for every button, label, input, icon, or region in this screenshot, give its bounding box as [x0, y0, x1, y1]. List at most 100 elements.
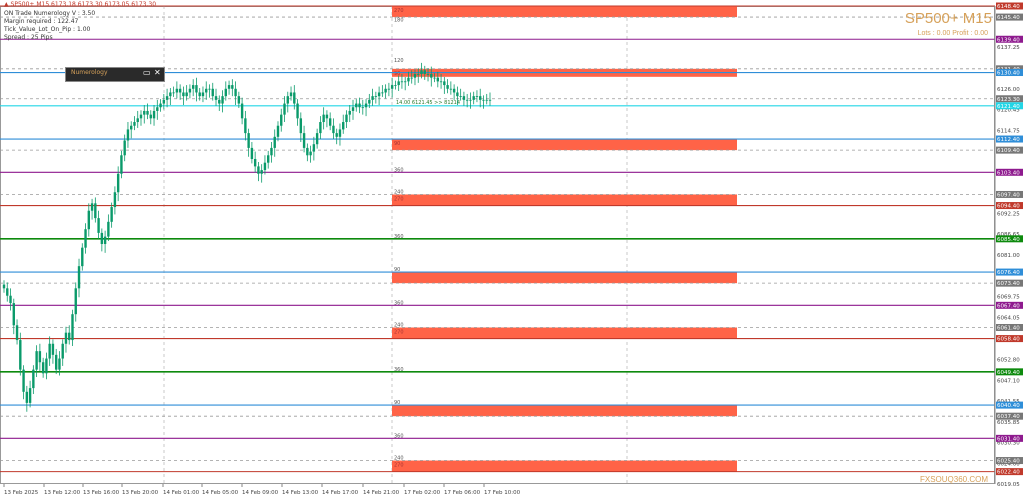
- price-level-tag: [996, 190, 1023, 198]
- candle-body: [309, 151, 312, 156]
- candle-body: [322, 114, 325, 123]
- price-level-tag: [996, 412, 1023, 420]
- candle-body: [227, 85, 231, 89]
- price-level-tag-label: 6058.40: [997, 337, 1020, 343]
- price-tick-label: 6064.05: [997, 316, 1020, 322]
- numerology-zone: [392, 327, 737, 339]
- candle-body: [374, 96, 378, 97]
- price-level-tag-label: 6061.40: [997, 325, 1020, 331]
- restore-icon[interactable]: ▭: [143, 68, 151, 77]
- candle-body: [452, 88, 456, 93]
- numerology-zone: [392, 139, 737, 151]
- candle-body: [475, 96, 479, 97]
- degree-label: 240: [394, 322, 404, 328]
- candle-body: [71, 314, 74, 341]
- candle-body: [400, 81, 404, 83]
- candle-body: [485, 99, 488, 101]
- price-level-tag: [996, 279, 1023, 287]
- time-tick-label: 17 Feb 10:00: [484, 490, 521, 496]
- price-level-tag: [996, 301, 1023, 309]
- degree-label: 180: [394, 17, 404, 23]
- candle-body: [348, 110, 351, 115]
- price-level-tag: [996, 268, 1023, 276]
- candle-body: [48, 343, 51, 359]
- candle-body: [35, 351, 38, 370]
- lots-profit: Lots : 0.00 Profit : 0.00: [917, 30, 988, 37]
- price-level-tag-label: 6049.40: [997, 370, 1020, 376]
- candle-body: [263, 162, 267, 171]
- candle-body: [143, 110, 146, 115]
- time-tick-label: 13 Feb 16:00: [83, 490, 120, 496]
- candle-body: [136, 118, 139, 123]
- candle-body: [299, 118, 303, 134]
- candle-body: [247, 133, 250, 148]
- candle-body: [133, 122, 136, 126]
- numerology-zone: [392, 405, 737, 417]
- candle-body: [195, 85, 198, 93]
- indicator-version-line: ON Trade Numerology V : 3.50: [4, 10, 96, 17]
- candle-body: [234, 88, 237, 97]
- candle-body: [410, 77, 413, 79]
- candle-body: [185, 92, 188, 97]
- candle-body: [165, 96, 169, 100]
- price-tick-label: 6114.75: [997, 128, 1020, 134]
- candle-body: [6, 288, 9, 296]
- candle-body: [436, 77, 440, 82]
- candle-body: [394, 85, 397, 86]
- candle-body: [61, 343, 64, 359]
- price-level-tag-label: 6076.40: [997, 270, 1020, 276]
- candle-body: [169, 92, 172, 97]
- candle-body: [351, 107, 355, 111]
- candle-body: [296, 103, 299, 119]
- candle-body: [358, 103, 361, 108]
- zone-label: 270: [394, 463, 404, 469]
- candle-body: [214, 96, 218, 100]
- candle-body: [482, 99, 485, 101]
- candle-body: [289, 92, 293, 97]
- price-level-tag-label: 6130.40: [997, 71, 1020, 77]
- candle-body: [68, 332, 71, 341]
- close-icon[interactable]: ✕: [154, 68, 161, 77]
- price-level-tag-label: 6121.40: [997, 104, 1020, 110]
- candle-body: [257, 166, 260, 174]
- price-tick-label: 6092.25: [997, 211, 1020, 217]
- price-level-tag: [996, 135, 1023, 143]
- price-tick-label: 6035.85: [997, 420, 1020, 426]
- price-tick-label: 6052.80: [997, 357, 1020, 363]
- candle-body: [267, 155, 270, 163]
- candle-body: [51, 343, 55, 355]
- candle-body: [325, 114, 329, 119]
- candle-body: [149, 114, 152, 119]
- candle-body: [253, 158, 257, 167]
- candle-body: [240, 103, 244, 119]
- candle-body: [74, 288, 77, 315]
- price-level-tag: [996, 368, 1023, 376]
- candle-body: [116, 173, 120, 193]
- price-level-tag-label: 6031.40: [997, 436, 1020, 442]
- price-tick-label: 6030.30: [997, 440, 1020, 446]
- symbol-title: SP500+ M15: [904, 10, 992, 27]
- price-level-tag: [996, 65, 1023, 73]
- price-level-tag: [996, 95, 1023, 103]
- price-level-tag: [996, 102, 1023, 110]
- time-tick-label: 14 Feb 17:00: [322, 490, 359, 496]
- numerology-zone: [392, 460, 737, 472]
- candle-body: [77, 266, 81, 289]
- candle-body: [283, 103, 286, 115]
- candle-body: [479, 96, 482, 100]
- candle-body: [345, 114, 348, 123]
- time-tick-label: 17 Feb 06:00: [444, 490, 481, 496]
- candle-body: [413, 73, 417, 78]
- candle-body: [19, 340, 22, 370]
- price-level-tag: [996, 2, 1023, 10]
- candle-body: [84, 229, 87, 248]
- numerology-widget[interactable]: Numerology ▭ ✕: [65, 67, 165, 82]
- candle-body: [446, 85, 449, 89]
- candle-body: [456, 92, 459, 97]
- candle-body: [270, 147, 273, 156]
- candle-body: [306, 147, 309, 156]
- candle-body: [64, 332, 68, 344]
- spread-line: Spread : 25 Pips: [4, 34, 53, 41]
